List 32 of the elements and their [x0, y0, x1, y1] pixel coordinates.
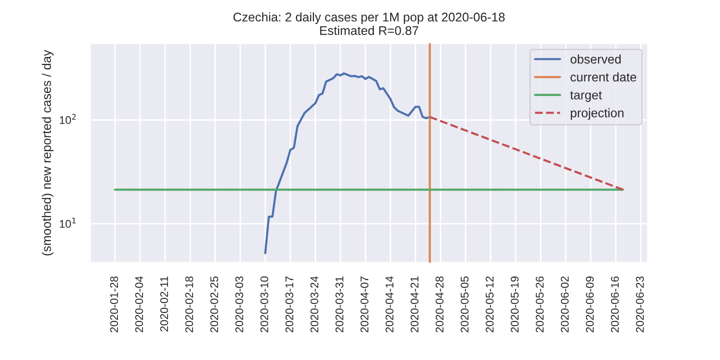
x-tick-label: 2020-03-31	[336, 276, 344, 332]
x-tick-label: 2020-04-07	[360, 276, 368, 332]
x-tick-label: 2020-01-28	[110, 276, 118, 332]
legend-label: target	[570, 91, 602, 102]
legend-label: current date	[570, 72, 636, 82]
chart-title: Czechia: 2 daily cases per 1M pop at 2020-06-18	[233, 12, 505, 24]
chart-subtitle: Estimated R=0.87	[320, 26, 418, 35]
x-tick-label: 2020-02-18	[185, 276, 194, 332]
legend-label: observed	[570, 54, 621, 64]
x-tick-label: 2020-04-14	[386, 276, 394, 332]
x-tick-label: 2020-06-02	[560, 276, 569, 332]
x-tick-label: 2020-05-19	[510, 276, 519, 332]
x-tick-label: 2020-03-17	[285, 276, 294, 332]
x-tick-label: 2020-05-26	[536, 276, 544, 332]
y-tick-label: 10$^{1}$	[60, 218, 76, 228]
line-series	[264, 72, 431, 254]
x-tick-label: 2020-04-21	[410, 276, 418, 332]
x-tick-label: 2020-03-03	[235, 276, 244, 332]
x-tick-label: 2020-06-09	[586, 276, 594, 332]
x-tick-label: 2020-02-11	[160, 276, 168, 332]
x-tick-label: 2020-03-10	[260, 276, 268, 332]
x-tick-label: 2020-05-12	[486, 276, 494, 332]
x-tick-label: 2020-05-05	[460, 276, 469, 332]
y-tick-label: 10$^{2}$	[60, 114, 76, 124]
legend-label: projection	[570, 108, 624, 120]
x-tick-label: 2020-04-28	[436, 276, 444, 332]
x-tick-label: 2020-06-16	[610, 276, 619, 332]
x-tick-label: 2020-03-24	[310, 276, 318, 332]
y-axis-title: (smoothed) new reported cases / day	[42, 50, 54, 256]
x-tick-label: 2020-02-25	[210, 276, 218, 332]
x-tick-label: 2020-02-04	[135, 276, 144, 332]
x-tick-label: 2020-06-23	[636, 276, 644, 332]
